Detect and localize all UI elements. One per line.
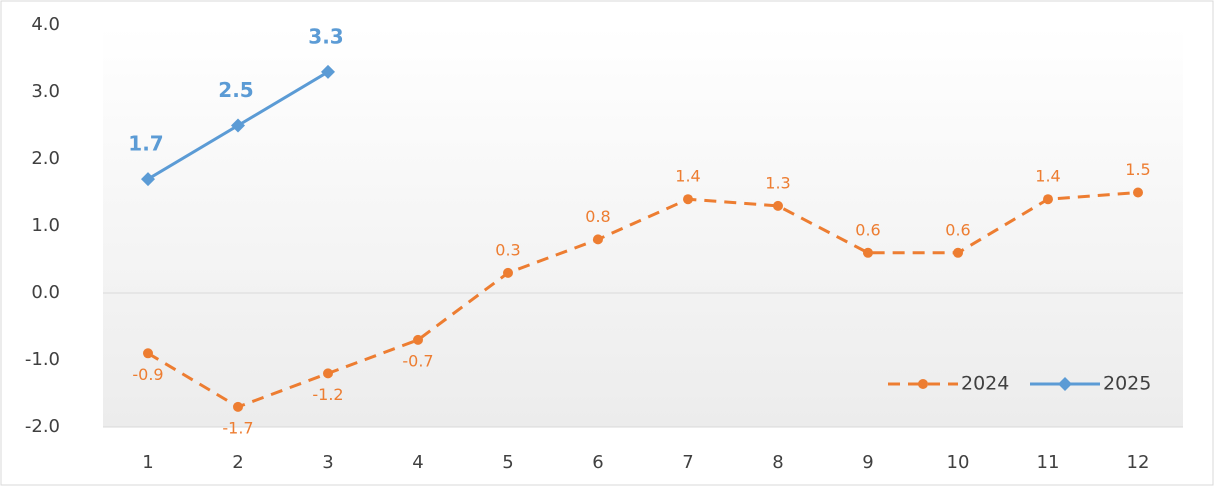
data-label: -0.7 — [402, 351, 433, 370]
x-tick-label: 7 — [682, 452, 693, 473]
data-point — [323, 368, 333, 379]
data-label: 0.6 — [855, 220, 880, 239]
data-label: 3.3 — [308, 24, 343, 48]
x-tick-label: 4 — [412, 452, 423, 473]
x-tick-label: 9 — [862, 452, 873, 473]
data-label: 0.6 — [945, 220, 970, 239]
data-label: 1.5 — [1125, 160, 1150, 179]
x-tick-label: 2 — [232, 452, 243, 473]
legend-label: 2024 — [961, 373, 1009, 395]
data-point — [1043, 194, 1053, 205]
y-tick-label: 2.0 — [31, 148, 60, 169]
data-label: -1.2 — [312, 385, 343, 404]
data-label: 0.3 — [495, 240, 520, 259]
x-tick-label: 12 — [1127, 452, 1150, 473]
data-point — [413, 334, 423, 345]
data-label: 1.4 — [675, 167, 700, 186]
data-point — [503, 267, 513, 278]
x-tick-label: 10 — [947, 452, 970, 473]
data-point — [683, 194, 693, 205]
y-tick-label: -1.0 — [25, 349, 60, 370]
data-label: -1.7 — [222, 418, 253, 437]
data-label: -0.9 — [132, 365, 163, 384]
y-tick-label: 0.0 — [31, 282, 60, 303]
x-tick-label: 5 — [502, 452, 513, 473]
legend-label: 2025 — [1103, 373, 1151, 395]
data-label: 1.3 — [765, 173, 790, 192]
data-point — [233, 401, 243, 412]
data-point — [1133, 187, 1143, 198]
data-label: 0.8 — [585, 207, 610, 226]
y-tick-label: 3.0 — [31, 81, 60, 102]
legend-marker — [1058, 377, 1072, 391]
data-point — [321, 64, 335, 79]
y-tick-label: -2.0 — [25, 416, 60, 437]
data-label: 2.5 — [218, 78, 253, 102]
data-point — [863, 247, 873, 258]
series-line — [147, 191, 1139, 409]
x-tick-label: 8 — [772, 452, 783, 473]
y-tick-label: 1.0 — [31, 215, 60, 236]
data-label: 1.7 — [128, 132, 163, 156]
data-point — [593, 234, 603, 245]
x-tick-label: 3 — [322, 452, 333, 473]
legend-marker — [918, 379, 928, 389]
data-point — [773, 200, 783, 211]
data-label: 1.4 — [1035, 167, 1060, 186]
data-point — [953, 247, 963, 258]
data-point — [141, 172, 155, 187]
data-point — [231, 118, 245, 133]
y-tick-label: 4.0 — [31, 14, 60, 35]
x-tick-label: 6 — [592, 452, 603, 473]
x-tick-label: 1 — [142, 452, 153, 473]
data-point — [143, 348, 153, 359]
x-tick-label: 11 — [1037, 452, 1060, 473]
plot-background — [103, 25, 1183, 427]
